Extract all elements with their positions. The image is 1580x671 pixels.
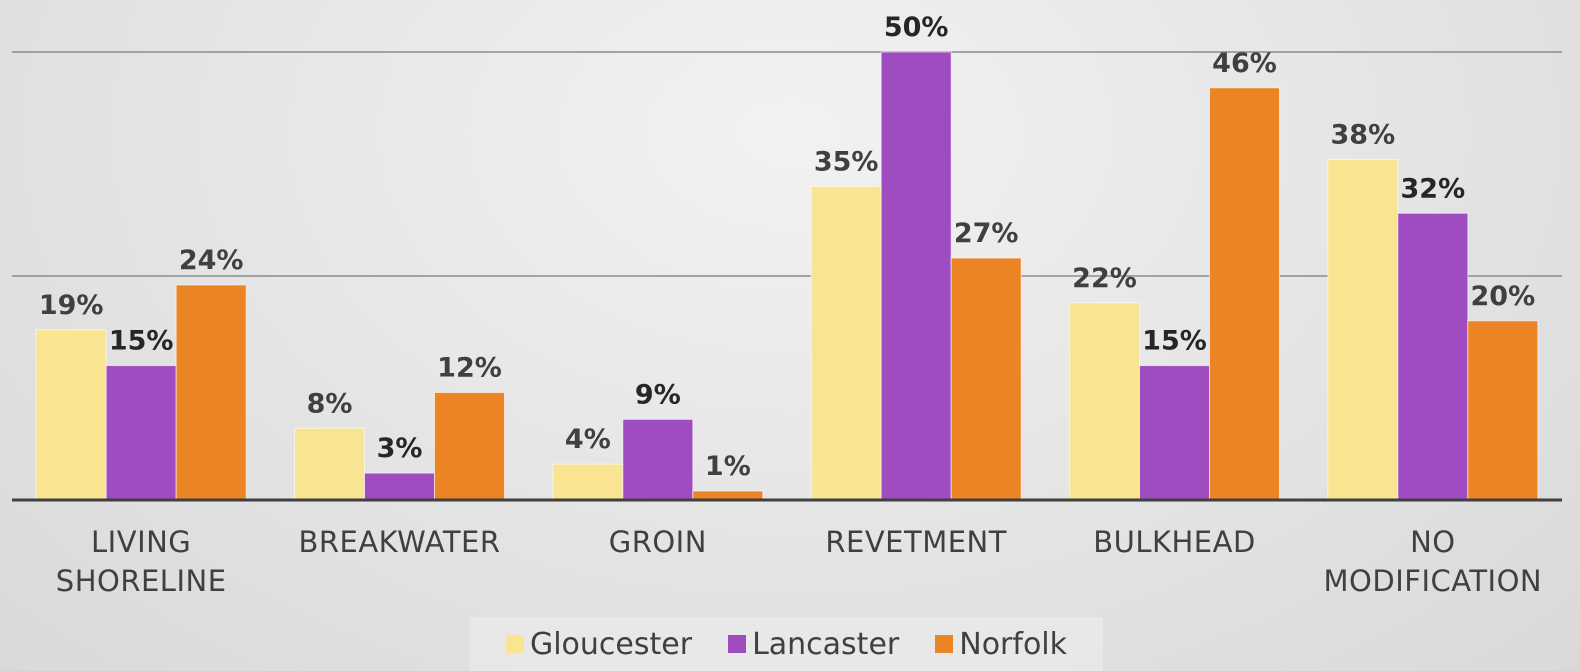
data-label: 27%: [954, 218, 1019, 249]
bar: [552, 463, 624, 501]
bar: [294, 427, 365, 501]
legend-label: Gloucester: [529, 626, 693, 662]
bar: [810, 185, 882, 501]
legend-item: Lancaster: [728, 627, 899, 662]
legend-label: Norfolk: [959, 626, 1068, 662]
data-label: 22%: [1072, 263, 1137, 294]
data-label: 32%: [1401, 173, 1466, 204]
bar: [1139, 365, 1210, 501]
x-tick-label: BREAKWATER: [298, 525, 501, 559]
legend-item: Norfolk: [935, 627, 1067, 662]
legend-item: Gloucester: [505, 626, 693, 662]
data-label: 38%: [1331, 120, 1396, 151]
data-label: 20%: [1471, 281, 1536, 312]
x-tick-label: REVETMENT: [825, 525, 1007, 559]
bar: [622, 418, 694, 501]
x-tick-label: BULKHEAD: [1093, 525, 1256, 559]
bar: [175, 284, 247, 501]
x-tick-label: LIVING SHORELINE: [55, 525, 227, 598]
data-label: 4%: [565, 424, 611, 455]
legend-label: Lancaster: [752, 626, 900, 662]
data-label: 12%: [437, 352, 502, 383]
x-tick-label: NO MODIFICATION: [1323, 525, 1543, 598]
data-label: 35%: [814, 146, 879, 177]
data-label: 24%: [179, 245, 244, 276]
legend-swatch: [728, 635, 747, 653]
legend-swatch: [935, 635, 954, 653]
bar: [1467, 320, 1539, 501]
bar: [35, 329, 107, 501]
bar: [1069, 302, 1140, 501]
bar: [950, 257, 1022, 501]
bar: [1327, 159, 1399, 501]
legend: Gloucester Lancaster Norfolk: [470, 617, 1103, 671]
data-label: 15%: [109, 326, 174, 357]
data-label: 46%: [1212, 48, 1277, 79]
data-label: 3%: [377, 433, 423, 464]
data-label: 15%: [1142, 326, 1207, 357]
data-label: 8%: [307, 388, 353, 419]
bar: [105, 365, 177, 501]
bar: [434, 391, 505, 501]
data-label: 19%: [39, 290, 104, 321]
x-tick-label: GROIN: [608, 525, 707, 559]
bar: [880, 51, 952, 501]
data-label: 1%: [705, 451, 751, 482]
data-label: 9%: [635, 379, 681, 410]
legend-swatch: [505, 635, 524, 653]
bar: [364, 472, 435, 501]
data-label: 50%: [884, 12, 949, 43]
bar: [1209, 87, 1280, 501]
bar: [1397, 212, 1469, 501]
